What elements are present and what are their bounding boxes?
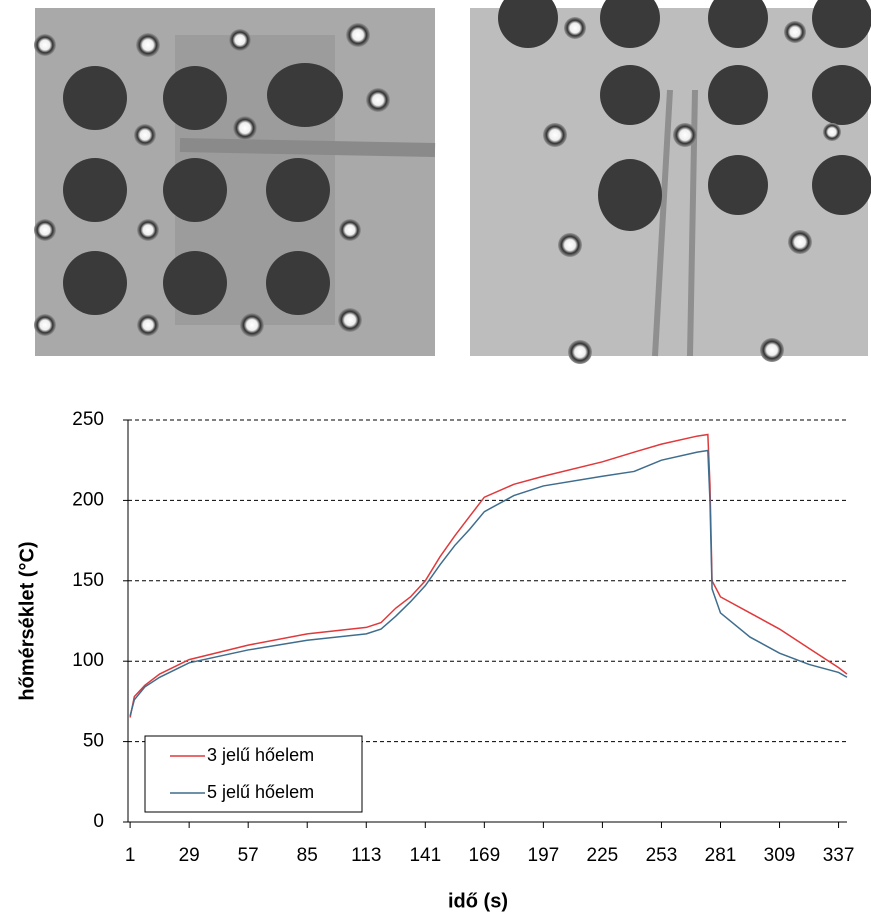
series-line <box>129 433 848 718</box>
x-tick-label: 57 <box>238 845 259 866</box>
y-tick-label: 50 <box>83 731 104 752</box>
x-tick-label: 309 <box>764 845 796 866</box>
y-tick-label: 250 <box>72 409 104 430</box>
xray-image-right <box>470 0 871 364</box>
x-tick-label: 337 <box>823 845 855 866</box>
x-tick-label: 85 <box>297 845 318 866</box>
y-axis-title: hőmérséklet (°C) <box>16 541 38 700</box>
x-tick-label: 113 <box>351 845 381 866</box>
xray-image-left <box>34 8 436 356</box>
y-tick-label: 150 <box>72 570 104 591</box>
x-tick-label: 225 <box>587 845 619 866</box>
x-tick-label: 29 <box>179 845 200 866</box>
y-tick-label: 200 <box>72 489 104 510</box>
x-tick-label: 253 <box>646 845 678 866</box>
x-tick-label: 197 <box>528 845 560 866</box>
legend-label: 3 jelű hőelem <box>207 745 314 765</box>
series-line <box>129 449 848 717</box>
x-tick-label: 1 <box>125 845 136 866</box>
legend-box <box>144 735 363 813</box>
legend-label: 5 jelű hőelem <box>207 782 314 802</box>
x-axis-title: idő (s) <box>448 890 508 912</box>
x-tick-label: 281 <box>705 845 737 866</box>
x-tick-label: 169 <box>468 845 500 866</box>
y-tick-label: 100 <box>72 650 104 671</box>
y-tick-label: 0 <box>93 811 104 832</box>
x-tick-label: 141 <box>409 845 441 866</box>
